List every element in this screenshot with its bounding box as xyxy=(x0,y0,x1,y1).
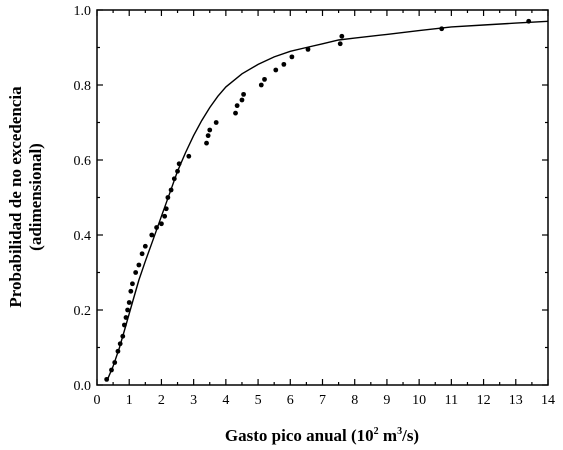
y-axis-title-line1: Probabilidad de no excedencia xyxy=(6,86,25,308)
x-tick-label: 3 xyxy=(190,393,197,408)
x-tick-label: 14 xyxy=(541,393,555,408)
data-point xyxy=(273,67,279,73)
x-tick-label: 12 xyxy=(477,393,491,408)
data-point xyxy=(115,348,121,354)
data-point xyxy=(120,333,126,339)
data-point xyxy=(162,213,168,219)
x-axis-title: Gasto pico anual (102 m3/s) xyxy=(225,426,419,445)
fitted-curve-path xyxy=(106,20,549,382)
y-axis-title-line2: (adimensional) xyxy=(26,143,45,251)
y-tick-label: 0.2 xyxy=(74,304,92,319)
data-point xyxy=(168,187,174,193)
data-point xyxy=(204,140,209,146)
x-tick-label: 8 xyxy=(351,393,358,408)
x-tick-label: 0 xyxy=(94,393,101,408)
data-point xyxy=(213,120,219,125)
data-point xyxy=(337,41,343,47)
y-tick-label: 1.0 xyxy=(74,4,92,19)
data-points xyxy=(104,18,532,382)
x-tick-label: 9 xyxy=(383,393,390,408)
data-point xyxy=(163,206,169,212)
x-tick-label: 6 xyxy=(287,393,294,408)
data-point xyxy=(165,195,171,200)
data-point xyxy=(159,221,164,227)
data-point xyxy=(136,262,142,268)
data-point xyxy=(142,243,148,249)
data-point xyxy=(239,97,245,103)
data-point xyxy=(104,376,110,382)
data-point xyxy=(130,281,135,287)
data-point xyxy=(305,46,311,52)
y-tick-label: 0.4 xyxy=(74,229,92,244)
data-point xyxy=(175,168,180,174)
data-point xyxy=(234,103,240,109)
x-tick-label: 1 xyxy=(126,393,133,408)
data-point xyxy=(262,76,267,82)
x-tick-label: 7 xyxy=(319,393,326,408)
data-point xyxy=(121,322,127,328)
x-tick-label: 4 xyxy=(222,393,229,408)
data-point xyxy=(123,315,129,320)
data-point xyxy=(289,54,295,60)
data-point xyxy=(233,110,238,116)
data-point xyxy=(186,153,192,159)
y-tick-label: 0.6 xyxy=(74,154,92,169)
x-axis: 0 1 2 3 4 5 6 7 8 9 10 11 12 13 14 xyxy=(94,10,555,408)
data-point xyxy=(241,91,246,97)
x-tick-label: 5 xyxy=(255,393,262,408)
y-axis: 0.0 0.2 0.4 0.6 0.8 1.0 xyxy=(74,4,548,394)
fitted-curve xyxy=(106,20,549,382)
data-point xyxy=(126,300,132,305)
data-point xyxy=(439,26,445,32)
data-point xyxy=(139,251,145,257)
x-tick-label: 10 xyxy=(412,393,426,408)
data-point xyxy=(109,367,114,373)
data-point xyxy=(171,176,177,182)
x-tick-label: 2 xyxy=(158,393,165,408)
data-point xyxy=(125,307,131,313)
data-point xyxy=(112,360,118,365)
data-point xyxy=(258,82,264,88)
x-tick-label: 11 xyxy=(445,393,458,408)
y-tick-label: 0.0 xyxy=(74,379,92,394)
data-point xyxy=(149,232,155,238)
data-point xyxy=(207,127,213,133)
data-point xyxy=(205,133,211,139)
x-tick-label: 13 xyxy=(509,393,523,408)
data-point xyxy=(117,341,123,347)
data-point xyxy=(128,288,134,294)
y-tick-label: 0.8 xyxy=(74,79,92,94)
data-point xyxy=(526,18,532,24)
plot-area xyxy=(96,9,549,386)
data-point xyxy=(339,33,345,39)
data-point xyxy=(154,225,159,230)
data-point xyxy=(176,161,182,167)
plot-frame xyxy=(96,9,549,386)
data-point xyxy=(281,61,287,67)
data-point xyxy=(133,270,139,275)
